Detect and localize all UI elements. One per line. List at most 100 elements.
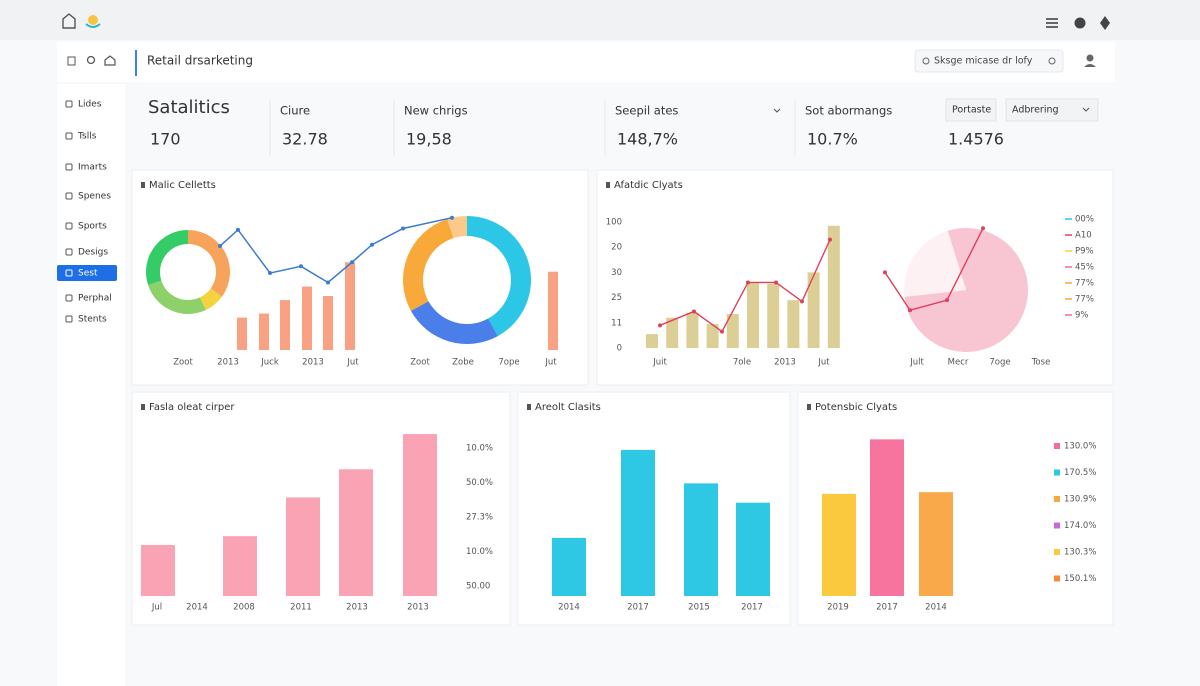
bar: [345, 262, 355, 350]
stat-label: New chrigs: [404, 104, 468, 118]
bar: [237, 317, 247, 350]
bar: [726, 313, 739, 348]
x-tick-label: 2013: [217, 358, 239, 368]
menu-icon[interactable]: [1046, 18, 1058, 28]
user-icon[interactable]: [1086, 54, 1094, 62]
search-go-icon[interactable]: [1048, 57, 1056, 65]
stat-label: Seepil ates: [615, 104, 678, 118]
x-tick-label: 2014: [925, 603, 947, 613]
search-box-icon: [922, 57, 930, 65]
y-tick-label: 11: [611, 318, 622, 328]
bar: [621, 449, 655, 596]
line-point: [883, 270, 887, 275]
x-tick-label: Jut: [346, 358, 359, 368]
sidebar-icon[interactable]: [65, 294, 73, 302]
ring-segment: [410, 301, 498, 344]
legend-label: 170.5%: [1064, 468, 1096, 478]
legend-label: 150.1%: [1064, 574, 1096, 584]
sidebar-icon[interactable]: [65, 132, 73, 140]
tool-icon[interactable]: [67, 56, 76, 66]
legend-label: 174.0%: [1064, 521, 1096, 531]
x-tick-label: Jul: [151, 603, 162, 613]
bar: [666, 317, 679, 348]
bar: [141, 544, 175, 596]
bar: [827, 225, 840, 348]
axis-label: 50.0%: [466, 478, 493, 488]
line-point: [800, 299, 804, 304]
sidebar-icon[interactable]: [65, 315, 73, 323]
filter-button-label: Portaste: [952, 105, 991, 116]
bar: [286, 497, 320, 596]
bar: [259, 313, 269, 350]
line-point: [326, 280, 330, 285]
top-bar: [0, 0, 1200, 40]
ring-segment: [146, 230, 188, 285]
bar: [767, 283, 780, 348]
sidebar-item: Stents: [78, 315, 107, 325]
sidebar-icon[interactable]: [65, 222, 73, 230]
sidebar-icon[interactable]: [65, 192, 73, 200]
bar: [280, 300, 290, 350]
search-icon[interactable]: [86, 55, 96, 65]
sidebar-icon[interactable]: [65, 248, 73, 256]
home-icon[interactable]: [62, 13, 76, 29]
stat-label: Sot abormangs: [805, 104, 892, 118]
bar: [870, 439, 904, 596]
line-point: [828, 237, 832, 242]
x-tick-label: 7ole: [733, 358, 751, 368]
axis-label: 27.3%: [466, 513, 493, 523]
x-tick-label: Jut: [544, 358, 557, 368]
ring-segment: [199, 288, 222, 311]
search-placeholder: Sksge micase dr lofy: [934, 56, 1033, 67]
bar: [552, 537, 586, 596]
legend-label: P9%: [1075, 247, 1094, 257]
dropdown-chevron[interactable]: [773, 108, 781, 113]
filter-button[interactable]: [1005, 98, 1099, 122]
home-small-icon[interactable]: [104, 55, 116, 66]
sidebar-item: Sest: [78, 269, 98, 279]
logo-icon[interactable]: [88, 15, 98, 25]
sidebar-item: Lides: [78, 100, 102, 110]
stat-value: 32.78: [282, 130, 328, 149]
pie-slice: [903, 230, 966, 297]
bell-icon[interactable]: [1100, 16, 1110, 30]
bar: [787, 300, 800, 348]
search-box[interactable]: [914, 49, 1064, 73]
sidebar-icon[interactable]: [65, 269, 73, 277]
line-point: [268, 271, 272, 276]
bar: [822, 493, 856, 596]
bar: [548, 271, 558, 350]
filter-button-label: Adbrering: [1012, 105, 1059, 116]
filter-button[interactable]: [945, 98, 997, 122]
stat-label: Satalitics: [148, 97, 230, 118]
legend-label: 77%: [1075, 295, 1094, 305]
sidebar-icon[interactable]: [65, 163, 73, 171]
sidebar-item: Tslls: [77, 132, 97, 142]
bar: [747, 282, 759, 348]
line-point: [236, 227, 240, 232]
legend-swatch: [1054, 443, 1060, 449]
ring-segment: [148, 280, 206, 314]
panel-title-icon: [807, 404, 811, 410]
ring-segment: [447, 216, 467, 239]
line-point: [746, 280, 750, 285]
sidebar-icon[interactable]: [65, 100, 73, 108]
panel-title: Malic Celletts: [149, 180, 216, 191]
settings-icon[interactable]: [1074, 17, 1086, 29]
panel-title-icon: [527, 404, 531, 410]
x-tick-label: 2017: [627, 603, 649, 613]
axis-label: 10.0%: [466, 547, 493, 557]
line-point: [981, 226, 985, 231]
y-tick-label: 100: [606, 218, 622, 228]
sidebar-item: Desigs: [78, 248, 108, 258]
x-tick-label: Juit: [652, 358, 667, 368]
x-tick-label: Jut: [817, 358, 830, 368]
line-point: [692, 309, 696, 314]
panel-title: Fasla oleat cirper: [149, 402, 235, 413]
line-point: [350, 260, 354, 265]
pie-slice: [904, 227, 1028, 352]
panel-title-icon: [606, 182, 610, 188]
y-tick-label: 0: [617, 344, 622, 354]
